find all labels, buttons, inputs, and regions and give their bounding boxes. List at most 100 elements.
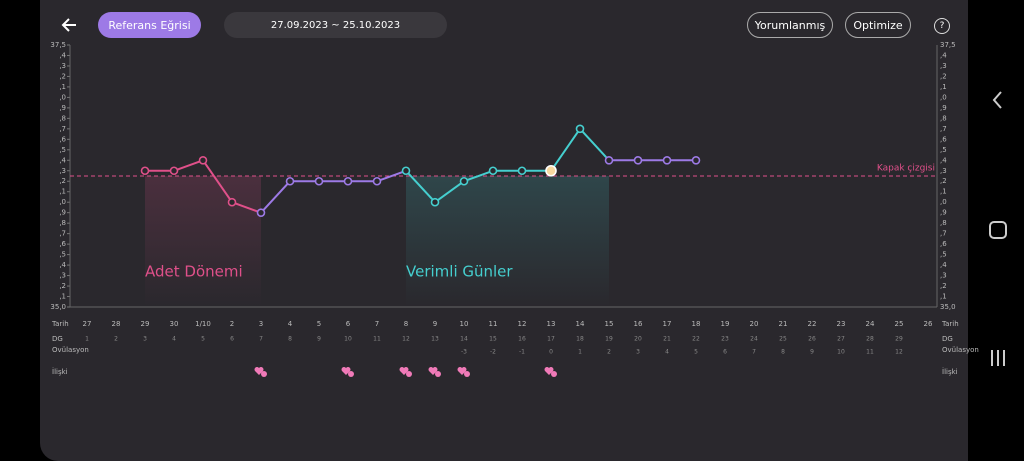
heart: [551, 371, 557, 377]
heart: [341, 367, 351, 375]
x-tick-label: 24: [866, 320, 875, 328]
row-label: İlişki: [52, 367, 68, 376]
y2-tick-label: ,9: [940, 209, 947, 217]
y-tick-label: ,1: [59, 188, 66, 196]
y-tick-label: ,7: [59, 230, 66, 238]
y-tick-label: ,0: [59, 198, 66, 206]
line-segment: [579, 128, 610, 161]
y-tick-label: ,3: [59, 167, 66, 175]
cycle-day: 24: [750, 336, 758, 343]
reference-button[interactable]: Referans Eğrisi: [98, 12, 201, 38]
cycle-day: 13: [431, 336, 439, 343]
data-point: [227, 197, 237, 207]
y-tick-label: ,4: [59, 51, 66, 59]
ovulation-day: 0: [549, 349, 553, 356]
heart: [457, 367, 467, 375]
data-point: [662, 155, 672, 165]
period-label: Adet Dönemi: [145, 263, 243, 281]
y2-tick-label: ,6: [940, 135, 947, 143]
cover-line-label: Kapak çizgisi: [877, 164, 935, 174]
cycle-day: 1: [85, 336, 89, 343]
x-tick-label: 6: [346, 320, 351, 328]
x-tick-label: 8: [404, 320, 408, 328]
x-tick-label: 30: [170, 320, 179, 328]
ovulation-day: 12: [895, 349, 903, 356]
y-tick-label: ,8: [59, 114, 66, 122]
y2-tick-label: ,1: [940, 293, 947, 301]
line-segment: [550, 128, 581, 172]
nav-bar: [989, 91, 1007, 366]
x-tick-label: 27: [83, 320, 92, 328]
y-tick-label: ,1: [59, 293, 66, 301]
ovulation-day: -1: [519, 349, 525, 356]
y-tick-label: ,5: [59, 146, 66, 154]
x-tick-label: 3: [259, 320, 263, 328]
optimize-button[interactable]: Optimize: [845, 12, 911, 38]
x-tick-label: 25: [895, 320, 904, 328]
cycle-day: 14: [460, 336, 468, 343]
cycle-day: 23: [721, 336, 729, 343]
y-tick-label: ,2: [59, 72, 66, 80]
cycle-day: 5: [201, 336, 205, 343]
y2-tick-label: ,8: [940, 219, 947, 227]
y2-tick-label: ,4: [940, 51, 947, 59]
data-point: [430, 197, 440, 207]
ovulation-day: 4: [665, 349, 669, 356]
back-button[interactable]: [58, 14, 80, 36]
line-segment: [260, 180, 291, 214]
y-tick-label: ,2: [59, 177, 66, 185]
cycle-day: 3: [143, 336, 147, 343]
y2-tick-label: ,9: [940, 104, 947, 112]
data-point: [343, 176, 353, 186]
date-range[interactable]: 27.09.2023 ~ 25.10.2023: [224, 12, 447, 38]
x-tick-label: 29: [141, 320, 150, 328]
x-tick-label: 9: [433, 320, 437, 328]
y-tick-label: ,6: [59, 240, 66, 248]
interpreted-button[interactable]: Yorumlanmış: [747, 12, 833, 38]
row-label: DG: [942, 335, 953, 343]
y-tick-label: ,5: [59, 251, 66, 259]
data-point: [256, 208, 266, 217]
cycle-day: 27: [837, 336, 845, 343]
y-tick-label: ,4: [59, 261, 66, 269]
row-label: Tarih: [941, 320, 959, 328]
data-point: [545, 164, 557, 177]
cycle-day: 17: [547, 336, 555, 343]
line-segment: [202, 159, 233, 203]
y-tick-label: ,6: [59, 135, 66, 143]
y-tick-label: ,3: [59, 272, 66, 280]
x-tick-label: 16: [634, 320, 643, 328]
data-point: [140, 166, 150, 176]
cycle-day: 8: [288, 336, 292, 343]
help-button[interactable]: ?: [934, 18, 950, 34]
y-tick-label: ,8: [59, 219, 66, 227]
y2-tick-label: 37,5: [940, 41, 956, 49]
ovulation-day: 9: [810, 349, 814, 356]
y2-tick-label: ,0: [940, 198, 947, 206]
cycle-day: 22: [692, 336, 700, 343]
cycle-day: 11: [373, 336, 381, 343]
data-point: [517, 166, 527, 176]
y2-tick-label: ,3: [940, 272, 947, 280]
x-tick-label: 20: [750, 320, 759, 328]
ovulation-day: 5: [694, 349, 698, 356]
x-tick-label: 13: [547, 320, 556, 328]
cycle-day: 20: [634, 336, 642, 343]
line-segment: [463, 169, 494, 183]
data-point: [285, 176, 295, 186]
heart: [406, 371, 412, 377]
x-tick-label: 19: [721, 320, 730, 328]
x-tick-label: 12: [518, 320, 527, 328]
cycle-day: 29: [895, 336, 903, 343]
cycle-day: 4: [172, 336, 176, 343]
y2-tick-label: ,2: [940, 177, 947, 185]
period-shade: [145, 176, 261, 307]
ovulation-day: -3: [461, 349, 467, 356]
line-segment: [173, 159, 204, 172]
heart: [544, 367, 554, 375]
cycle-day: 9: [317, 336, 321, 343]
heart: [254, 367, 264, 375]
heart: [348, 371, 354, 377]
x-tick-label: 21: [779, 320, 788, 328]
